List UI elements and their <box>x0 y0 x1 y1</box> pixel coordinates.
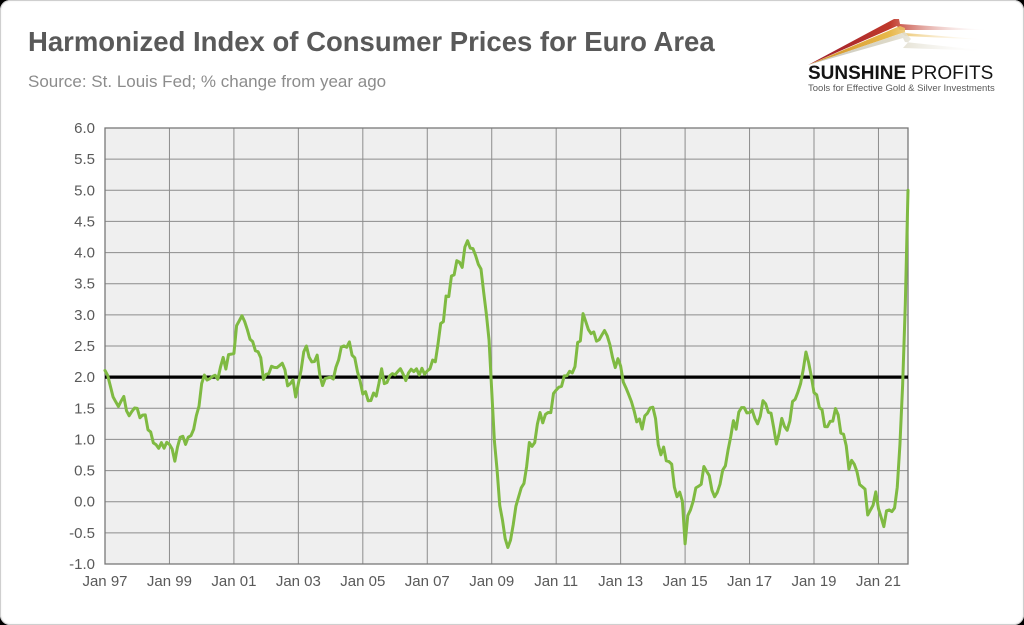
svg-text:Jan 05: Jan 05 <box>340 573 385 590</box>
svg-text:Jan 15: Jan 15 <box>663 573 708 590</box>
svg-text:Jan 03: Jan 03 <box>276 573 321 590</box>
svg-text:Jan 07: Jan 07 <box>405 573 450 590</box>
svg-text:Jan 99: Jan 99 <box>147 573 192 590</box>
svg-text:5.5: 5.5 <box>74 151 95 168</box>
svg-text:5.0: 5.0 <box>74 182 95 199</box>
svg-text:Jan 11: Jan 11 <box>534 573 578 590</box>
svg-text:Jan 09: Jan 09 <box>469 573 514 590</box>
svg-text:0.0: 0.0 <box>74 494 95 511</box>
svg-text:Jan 19: Jan 19 <box>791 573 836 590</box>
svg-text:1.0: 1.0 <box>74 431 95 448</box>
svg-text:Jan 97: Jan 97 <box>82 573 127 590</box>
svg-text:4.0: 4.0 <box>74 245 95 262</box>
svg-text:1.5: 1.5 <box>74 400 95 417</box>
svg-text:Jan 21: Jan 21 <box>856 573 901 590</box>
svg-text:-1.0: -1.0 <box>69 556 95 573</box>
svg-text:Jan 13: Jan 13 <box>598 573 643 590</box>
svg-text:6.0: 6.0 <box>74 120 95 137</box>
svg-text:4.5: 4.5 <box>74 213 95 230</box>
svg-text:Jan 17: Jan 17 <box>727 573 772 590</box>
svg-text:-0.5: -0.5 <box>69 525 95 542</box>
svg-text:0.5: 0.5 <box>74 463 95 480</box>
svg-text:3.0: 3.0 <box>74 307 95 324</box>
svg-text:2.0: 2.0 <box>74 369 95 386</box>
svg-text:Jan 01: Jan 01 <box>211 573 256 590</box>
svg-text:2.5: 2.5 <box>74 338 95 355</box>
svg-text:3.5: 3.5 <box>74 276 95 293</box>
